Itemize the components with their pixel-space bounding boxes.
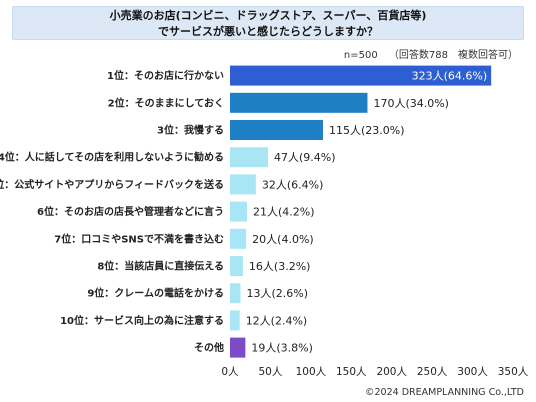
bar: [230, 228, 247, 249]
category-label: 5位：公式サイトやアプリからフィードバックを送る: [0, 178, 224, 191]
category-label: 2位：そのままにしておく: [108, 96, 224, 109]
value-label: 19人(3.8%): [251, 342, 313, 355]
bar: [230, 120, 323, 140]
value-label: 32人(6.4%): [262, 178, 324, 191]
category-label: 10位：サービス向上の為に注意する: [60, 314, 224, 327]
bar: [230, 310, 240, 331]
bar: [230, 337, 246, 358]
category-label: 6位：そのお店の店長や管理者などに言う: [37, 205, 224, 218]
x-tick-label: 350人: [498, 366, 529, 378]
value-label: 323人(64.6%): [412, 70, 488, 83]
value-label: 21人(4.2%): [253, 206, 315, 219]
x-tick-label: 0人: [221, 366, 239, 378]
chart-title-box: 小売業のお店(コンビニ、ドラッグストア、スーパー、百貨店等) でサービスが悪いと…: [12, 6, 524, 40]
sample-info: n=500 （回答数788 複数回答可）: [336, 46, 518, 61]
category-label: 7位：口コミやSNSで不満を書き込む: [54, 232, 224, 245]
bar: [230, 65, 492, 86]
value-label: 170人(34.0%): [373, 97, 449, 110]
bar: [230, 201, 247, 222]
bar: [230, 174, 256, 195]
answer-count: （回答数788 複数回答可）: [388, 50, 518, 61]
value-label: 115人(23.0%): [329, 124, 405, 137]
value-label: 20人(4.0%): [252, 233, 314, 246]
bar: [230, 283, 241, 304]
category-label: 8位：当該店員に直接伝える: [97, 260, 224, 273]
bar: [230, 147, 269, 168]
category-label: 9位：クレームの電話をかける: [87, 287, 224, 300]
bar: [230, 92, 368, 113]
x-tick-label: 250人: [417, 366, 448, 378]
x-tick-label: 50人: [258, 366, 282, 378]
value-label: 12人(2.4%): [246, 314, 308, 327]
category-label: 4位：人に話してその店を利用しないように勧める: [0, 151, 224, 164]
bar: [230, 256, 243, 276]
sample-size: n=500: [343, 50, 378, 61]
x-tick-label: 300人: [457, 366, 488, 378]
category-label: その他: [194, 341, 224, 354]
value-label: 13人(2.6%): [247, 287, 309, 300]
x-tick-label: 100人: [296, 366, 327, 378]
x-tick-label: 200人: [376, 366, 407, 378]
value-label: 16人(3.2%): [249, 260, 311, 273]
chart-title-line2: でサービスが悪いと感じたらどうしますか？: [158, 25, 378, 38]
x-tick-label: 150人: [336, 366, 367, 378]
value-label: 47人(9.4%): [274, 151, 336, 164]
category-label: 3位：我慢する: [157, 124, 224, 137]
copyright: ©2024 DREAMPLANNING Co.,LTD: [365, 387, 524, 398]
category-label: 1位：そのお店に行かない: [107, 69, 224, 82]
chart-title-line1: 小売業のお店(コンビニ、ドラッグストア、スーパー、百貨店等): [109, 9, 427, 22]
